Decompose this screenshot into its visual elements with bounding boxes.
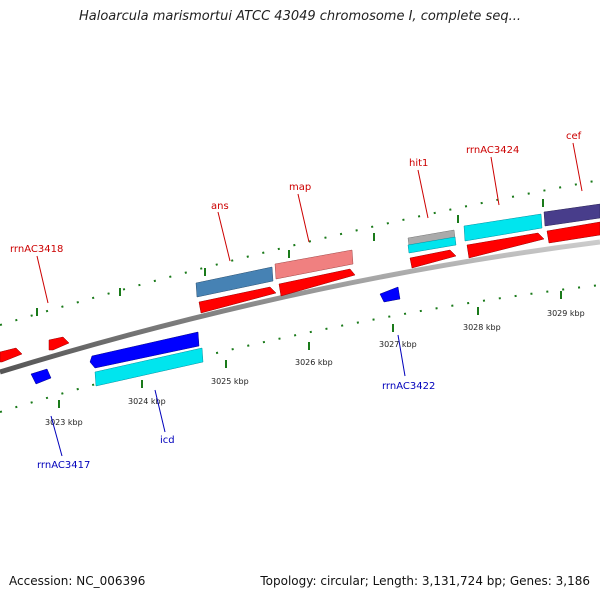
gene-label-ans[interactable]: ans bbox=[211, 201, 229, 212]
gene-label-icd[interactable]: icd bbox=[160, 435, 175, 446]
gene-label-hit1[interactable]: hit1 bbox=[409, 158, 428, 169]
tick-label-3023: 3023 kbp bbox=[45, 418, 83, 427]
tick-label-3026: 3026 kbp bbox=[295, 358, 333, 367]
reverse-strand-features bbox=[30, 286, 401, 387]
feature-slate[interactable] bbox=[543, 203, 600, 227]
feature-cyan[interactable] bbox=[463, 213, 543, 242]
tick-label-3025: 3025 kbp bbox=[211, 377, 249, 386]
tick-label-3029: 3029 kbp bbox=[547, 309, 585, 318]
major-ticks bbox=[36, 199, 562, 408]
feature-steelblue[interactable] bbox=[195, 266, 274, 298]
gene-arrow-red[interactable] bbox=[546, 221, 600, 244]
feature-cyan[interactable] bbox=[407, 236, 457, 254]
gene-arrow-blue[interactable] bbox=[379, 286, 401, 303]
gene-arrow-blue[interactable] bbox=[89, 331, 200, 369]
map-title: Haloarcula marismortui ATCC 43049 chromo… bbox=[79, 9, 521, 24]
topology-text: Topology: circular; Length: 3,131,724 bp… bbox=[260, 574, 590, 588]
gene-label-rrnac3417[interactable]: rrnAC3417 bbox=[37, 460, 90, 471]
gene-arrow-red[interactable] bbox=[198, 286, 277, 314]
gene-arrow-red[interactable] bbox=[466, 232, 545, 259]
gene-arrow-red[interactable] bbox=[0, 347, 23, 363]
gene-label-rrnac3418[interactable]: rrnAC3418 bbox=[10, 244, 63, 255]
gene-label-cef[interactable]: cef bbox=[566, 131, 582, 142]
label-leader-lines bbox=[36, 142, 583, 457]
gene-label-map[interactable]: map bbox=[289, 182, 311, 193]
gene-label-rrnac3424[interactable]: rrnAC3424 bbox=[466, 145, 519, 156]
gene-arrow-blue[interactable] bbox=[30, 368, 52, 385]
gene-label-rrnac3422[interactable]: rrnAC3422 bbox=[382, 381, 435, 392]
gene-arrow-red[interactable] bbox=[48, 336, 70, 351]
gene-arrow-red[interactable] bbox=[409, 249, 457, 269]
tick-label-3028: 3028 kbp bbox=[463, 323, 501, 332]
tick-label-3024: 3024 kbp bbox=[128, 397, 166, 406]
gene-arrow-red[interactable] bbox=[278, 268, 356, 297]
feature-cyan[interactable] bbox=[94, 347, 204, 387]
inner-scale-line bbox=[0, 284, 600, 413]
feature-pink[interactable] bbox=[274, 249, 354, 280]
tick-label-3027: 3027 kbp bbox=[379, 340, 417, 349]
forward-strand-features bbox=[0, 203, 600, 363]
accession-text: Accession: NC_006396 bbox=[9, 574, 146, 588]
chromosome-backbone bbox=[0, 239, 600, 375]
